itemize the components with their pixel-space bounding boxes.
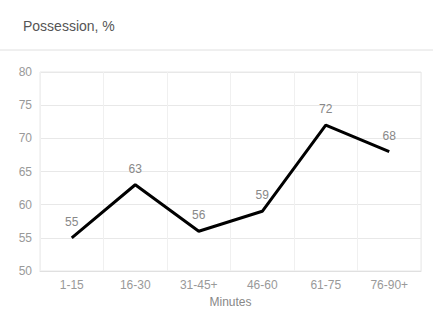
svg-text:60: 60: [19, 198, 33, 212]
svg-text:55: 55: [65, 215, 79, 229]
svg-text:68: 68: [383, 129, 397, 143]
svg-text:75: 75: [19, 98, 33, 112]
svg-text:63: 63: [129, 162, 143, 176]
svg-text:1-15: 1-15: [60, 278, 84, 292]
svg-text:Minutes: Minutes: [209, 295, 251, 309]
svg-text:59: 59: [256, 188, 270, 202]
svg-text:46-60: 46-60: [247, 278, 278, 292]
svg-text:72: 72: [319, 102, 333, 116]
svg-text:76-90+: 76-90+: [370, 278, 408, 292]
svg-text:56: 56: [192, 208, 206, 222]
svg-text:31-45+: 31-45+: [180, 278, 218, 292]
svg-text:16-30: 16-30: [120, 278, 151, 292]
svg-text:61-75: 61-75: [310, 278, 341, 292]
svg-text:65: 65: [19, 165, 33, 179]
svg-text:55: 55: [19, 231, 33, 245]
svg-text:80: 80: [19, 65, 33, 79]
svg-text:Possession, %: Possession, %: [23, 18, 115, 34]
svg-text:50: 50: [19, 264, 33, 278]
svg-text:70: 70: [19, 131, 33, 145]
